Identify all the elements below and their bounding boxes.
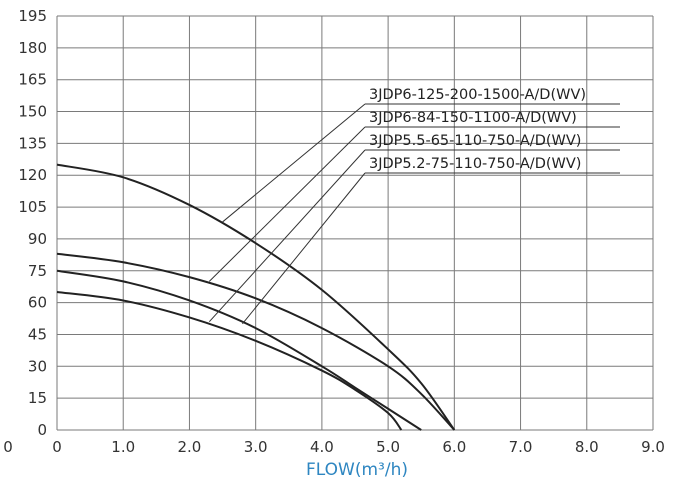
x-tick-label-4: 4.0 [310,438,334,456]
x-axis-ticks: 0 1.0 2.0 3.0 4.0 5.0 6.0 7.0 8.0 9.0 [52,438,665,456]
legend-label-0: 3JDP6-125-200-1500-A/D(WV) [369,87,586,103]
leader-line-1 [208,126,366,282]
legend-label-1: 3JDP6-84-150-1100-A/D(WV) [369,110,577,126]
curve-series-1 [56,252,456,431]
x-tick-label-0: 0 [52,438,62,456]
y-tick-label-9: 135 [18,134,47,152]
leader-line-0 [222,103,366,223]
pump-curves [56,163,456,431]
y-tick-label-8: 120 [18,166,47,184]
grid [56,15,654,431]
y-tick-label-5: 75 [28,262,47,280]
x-tick-label-7: 7.0 [509,438,533,456]
leader-line-3 [242,172,366,325]
y-tick-label-1: 15 [28,389,47,407]
legend-label-3: 3JDP5.2-75-110-750-A/D(WV) [369,156,581,172]
x-tick-label-6: 6.0 [442,438,466,456]
y-tick-label-4: 60 [28,294,47,312]
x-tick-label-9: 9.0 [641,438,665,456]
y-tick-label-11: 165 [18,71,47,89]
x-tick-label-8: 8.0 [575,438,599,456]
curve-series-2 [56,269,422,431]
leader-line-2 [208,149,366,323]
y-tick-label-10: 150 [18,103,47,121]
x-tick-label-1: 1.0 [111,438,135,456]
y-axis-ticks: 0 15 30 45 60 75 90 105 120 135 150 165 180 195 0 [3,7,47,456]
x-tick-label-5: 5.0 [376,438,400,456]
y-tick-label-7: 105 [18,198,47,216]
legend-label-2: 3JDP5.5-65-110-750-A/D(WV) [369,133,581,149]
legend-leaders [208,103,620,325]
y-tick-label-3: 45 [28,325,47,343]
x-axis-label: FLOW(m³/h) [306,460,408,480]
y-tick-label-6: 90 [28,230,47,248]
y-tick-label-0: 0 [37,421,47,439]
curve-series-3 [56,291,403,431]
y-tick-label-zero-bottom: 0 [3,438,13,456]
y-tick-label-13: 195 [18,7,47,25]
x-tick-label-3: 3.0 [244,438,268,456]
x-tick-label-2: 2.0 [178,438,202,456]
y-tick-label-12: 180 [18,39,47,57]
curve-series-0 [56,163,456,431]
legend: 3JDP6-125-200-1500-A/D(WV) 3JDP6-84-150-1… [369,87,586,172]
y-tick-label-2: 30 [28,357,47,375]
